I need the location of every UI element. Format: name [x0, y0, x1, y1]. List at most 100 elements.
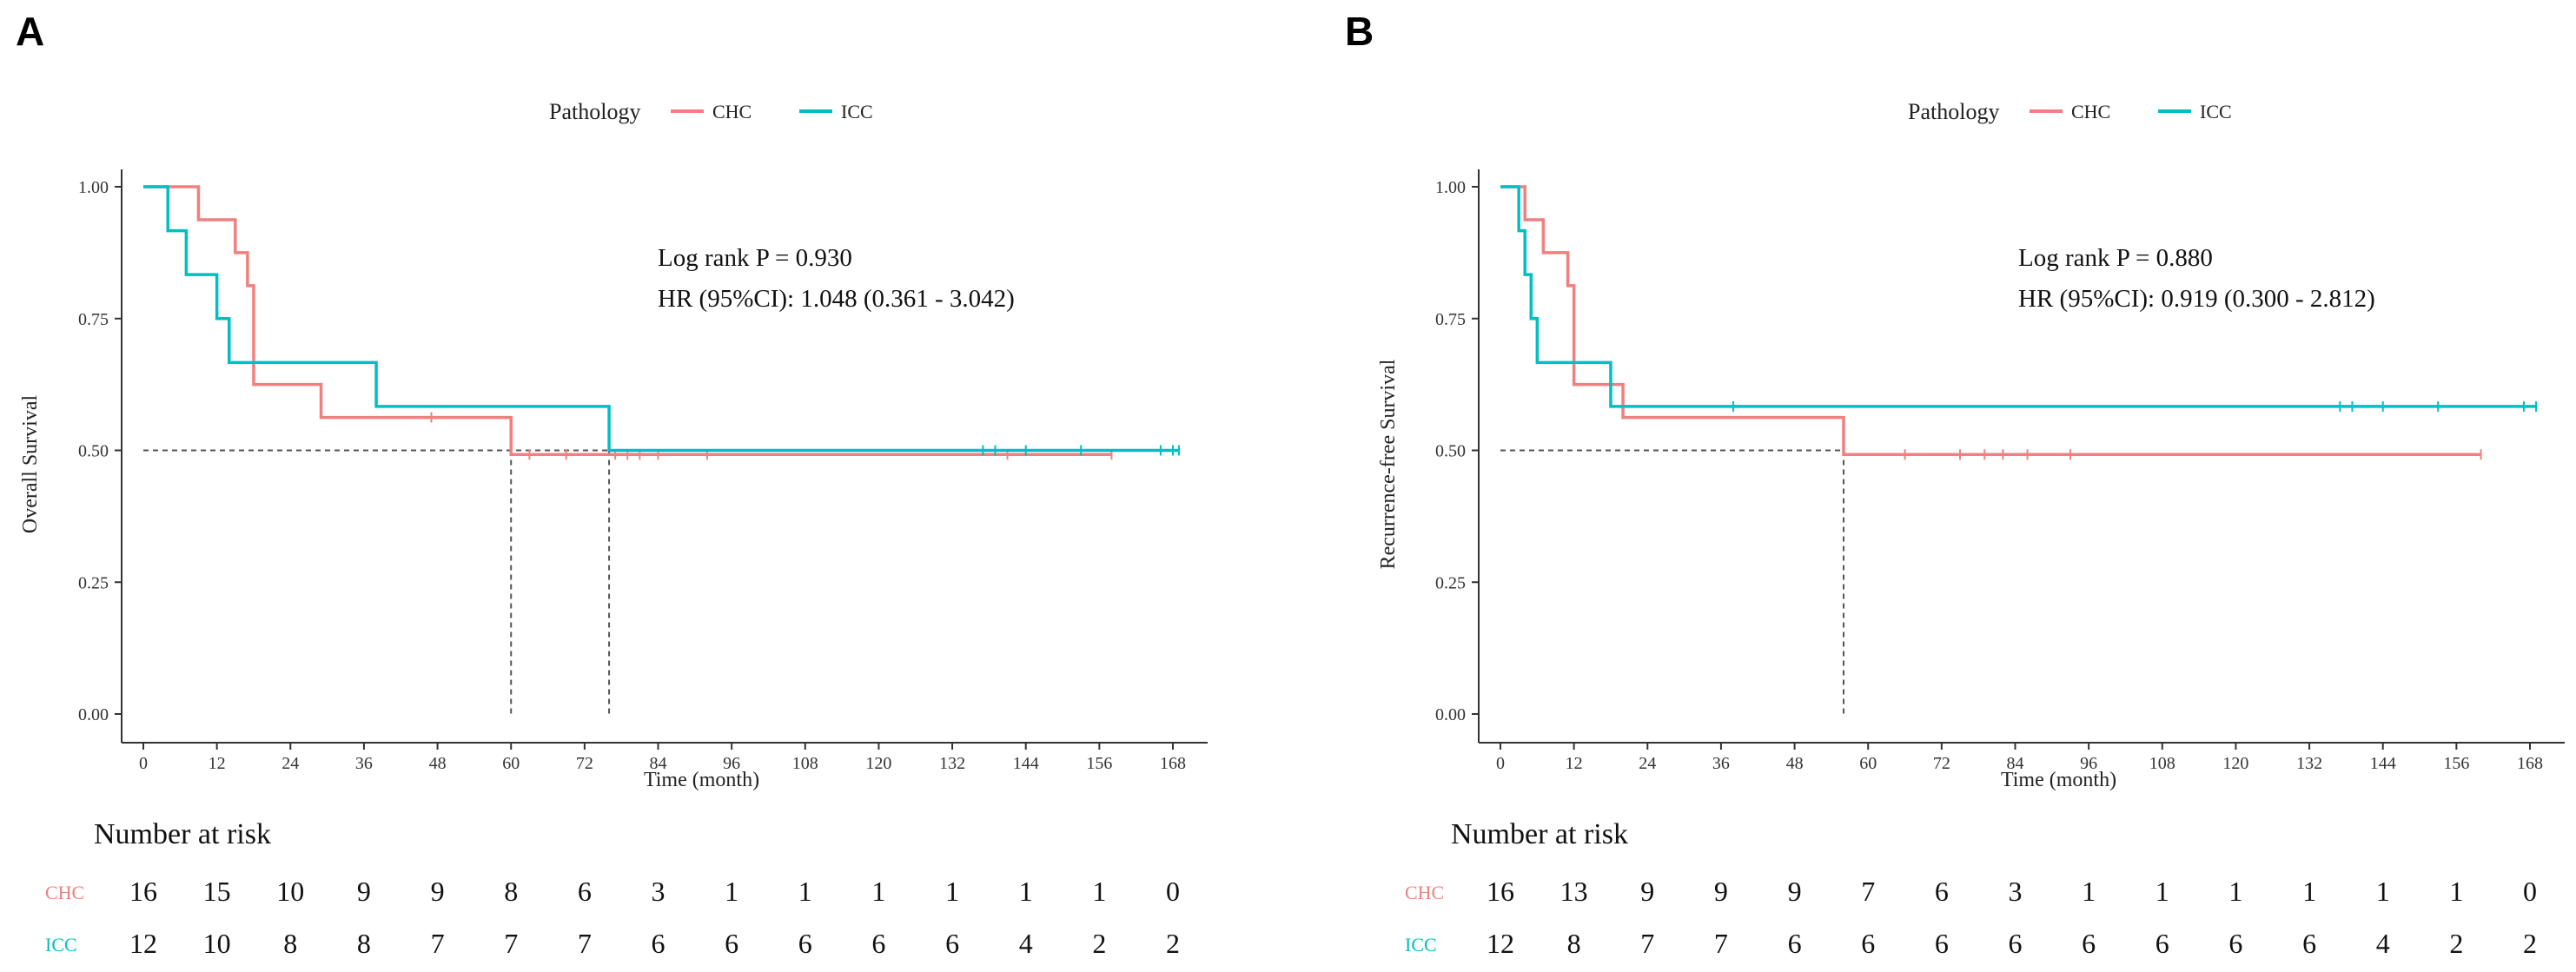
- risk-count-icc: 6: [2155, 928, 2169, 959]
- x-tick-label: 132: [2296, 754, 2322, 773]
- legend-title: Pathology: [549, 99, 640, 124]
- x-tick-label: 108: [792, 754, 818, 773]
- risk-count-icc: 6: [2009, 928, 2023, 959]
- risk-row-label-icc: ICC: [45, 934, 77, 955]
- y-tick-label: 0.50: [78, 442, 109, 461]
- x-tick-label: 48: [1786, 754, 1804, 773]
- y-tick-label: 0.00: [1435, 705, 1466, 724]
- risk-count-icc: 2: [1092, 928, 1106, 959]
- x-tick-label: 36: [1712, 754, 1730, 773]
- legend: Pathology CHC ICC: [1908, 99, 2232, 124]
- km-curve-chc: [143, 185, 1112, 456]
- legend-title: Pathology: [1908, 99, 1999, 124]
- legend-label-chc: CHC: [2071, 101, 2110, 122]
- legend-label-chc: CHC: [712, 101, 752, 122]
- risk-count-chc: 0: [1166, 876, 1180, 907]
- risk-count-icc: 6: [1788, 928, 1802, 959]
- risk-count-chc: 1: [2228, 876, 2242, 907]
- risk-count-icc: 7: [1640, 928, 1654, 959]
- risk-count-icc: 6: [725, 928, 738, 959]
- hazard-ratio-annotation: HR (95%CI): 1.048 (0.361 - 3.042): [658, 285, 1015, 313]
- legend-label-icc: ICC: [2200, 101, 2232, 122]
- panel-label: A: [16, 9, 44, 54]
- risk-count-chc: 13: [1560, 876, 1588, 907]
- hazard-ratio-annotation: HR (95%CI): 0.919 (0.300 - 2.812): [2018, 285, 2375, 313]
- risk-count-chc: 3: [2009, 876, 2023, 907]
- risk-count-icc: 2: [2449, 928, 2463, 959]
- x-tick-label: 12: [1566, 754, 1583, 773]
- y-axis-title: Overall Survival: [19, 395, 42, 534]
- km-curve-chc: [1500, 185, 2481, 456]
- risk-count-chc: 0: [2523, 876, 2537, 907]
- legend: Pathology CHC ICC: [549, 99, 873, 124]
- log-rank-annotation: Log rank P = 0.930: [658, 244, 852, 272]
- panel-label: B: [1345, 9, 1374, 54]
- risk-count-icc: 8: [1567, 928, 1581, 959]
- y-tick-label: 0.00: [78, 705, 109, 724]
- x-tick-label: 108: [2149, 754, 2175, 773]
- y-tick-label: 0.25: [1435, 573, 1466, 592]
- risk-count-icc: 12: [1487, 928, 1514, 959]
- risk-count-chc: 16: [129, 876, 157, 907]
- log-rank-annotation: Log rank P = 0.880: [2018, 244, 2213, 272]
- risk-count-chc: 1: [725, 876, 738, 907]
- risk-count-chc: 6: [578, 876, 592, 907]
- risk-count-chc: 3: [652, 876, 666, 907]
- y-tick-label: 1.00: [1435, 178, 1466, 197]
- risk-count-chc: 6: [1935, 876, 1949, 907]
- x-tick-label: 144: [1013, 754, 1039, 773]
- risk-count-icc: 8: [357, 928, 371, 959]
- risk-table-title: Number at risk: [94, 818, 271, 850]
- risk-count-icc: 6: [652, 928, 666, 959]
- risk-row-label-chc: CHC: [1405, 882, 1444, 903]
- risk-count-chc: 9: [357, 876, 371, 907]
- y-tick-label: 1.00: [78, 178, 109, 197]
- y-tick-label: 0.75: [78, 310, 109, 329]
- x-tick-label: 132: [939, 754, 965, 773]
- risk-count-icc: 6: [2228, 928, 2242, 959]
- y-tick-label: 0.50: [1435, 442, 1466, 461]
- risk-count-icc: 6: [1861, 928, 1875, 959]
- risk-count-icc: 7: [578, 928, 592, 959]
- risk-count-chc: 1: [2449, 876, 2463, 907]
- x-tick-label: 84: [650, 754, 667, 773]
- risk-count-icc: 6: [1935, 928, 1949, 959]
- x-tick-label: 36: [355, 754, 373, 773]
- x-tick-label: 168: [2517, 754, 2543, 773]
- risk-count-chc: 15: [203, 876, 231, 907]
- x-tick-label: 156: [1086, 754, 1112, 773]
- risk-count-chc: 9: [1788, 876, 1802, 907]
- risk-count-chc: 8: [504, 876, 518, 907]
- risk-count-chc: 1: [1092, 876, 1106, 907]
- x-tick-label: 60: [1859, 754, 1877, 773]
- x-tick-label: 84: [2007, 754, 2024, 773]
- risk-count-chc: 1: [2155, 876, 2169, 907]
- risk-count-icc: 6: [798, 928, 812, 959]
- x-tick-label: 48: [429, 754, 447, 773]
- x-tick-label: 24: [281, 754, 299, 773]
- x-tick-label: 96: [723, 754, 740, 773]
- x-tick-label: 96: [2080, 754, 2097, 773]
- risk-count-chc: 10: [276, 876, 304, 907]
- risk-count-chc: 7: [1861, 876, 1875, 907]
- y-tick-label: 0.75: [1435, 310, 1466, 329]
- x-tick-label: 156: [2443, 754, 2469, 773]
- x-tick-label: 120: [2222, 754, 2248, 773]
- panel-b: B Pathology CHC ICC 0.00 0.25 0.50 0.75 1.00 0 12 2…: [1345, 9, 2565, 959]
- y-axis-title: Recurrence-free Survival: [1377, 359, 1400, 569]
- risk-count-chc: 9: [431, 876, 445, 907]
- risk-count-icc: 6: [2082, 928, 2096, 959]
- risk-count-chc: 1: [798, 876, 812, 907]
- risk-count-icc: 4: [2376, 928, 2390, 959]
- risk-count-icc: 7: [504, 928, 518, 959]
- risk-count-icc: 6: [2302, 928, 2316, 959]
- risk-count-icc: 10: [203, 928, 231, 959]
- x-tick-label: 0: [1496, 754, 1505, 773]
- x-tick-label: 72: [576, 754, 593, 773]
- risk-count-icc: 6: [945, 928, 959, 959]
- risk-count-chc: 1: [2376, 876, 2390, 907]
- x-tick-label: 72: [1933, 754, 1950, 773]
- risk-count-icc: 2: [1166, 928, 1180, 959]
- x-tick-label: 60: [502, 754, 520, 773]
